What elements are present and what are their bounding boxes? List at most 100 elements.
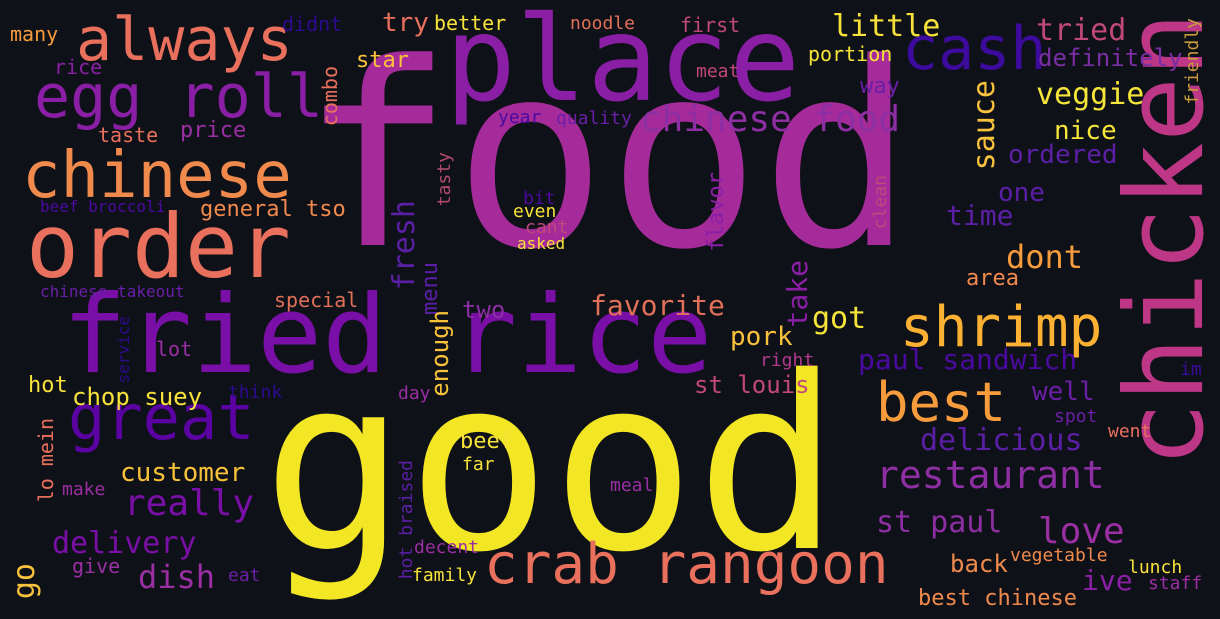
word-delicious: delicious [920,423,1083,458]
word-food: food [300,9,915,306]
word-two: two [462,296,506,324]
word-shrimp: shrimp [900,295,1103,360]
word-good: good [262,325,840,605]
word-tasty: tasty [434,152,455,207]
word-time: time [946,199,1014,232]
word-beef: beef [460,429,513,454]
word-lo-mein: lo mein [34,418,58,503]
word-paul-sandwich: paul sandwich [858,343,1078,376]
word-vegetable: vegetable [1010,545,1108,566]
word-didnt: didnt [282,12,343,36]
word-st-paul: st paul [876,505,1003,540]
word-first: first [680,13,741,37]
word-area: area [966,266,1019,291]
word-customer: customer [120,458,246,488]
word-one: one [998,178,1045,208]
word-veggie: veggie [1036,77,1145,112]
word-best-chinese: best chinese [918,586,1077,611]
word-lunch: lunch [1128,557,1183,578]
word-price: price [180,118,247,143]
word-dish: dish [138,558,216,596]
word-taste: taste [98,123,159,147]
word-go: go [7,563,42,600]
word-year: year [498,107,542,128]
word-ordered: ordered [1008,140,1118,170]
word-im: im [1180,359,1202,380]
word-love: love [1038,511,1125,552]
word-staff: staff [1148,573,1203,594]
word-order: order [26,195,291,298]
word-special: special [274,288,359,312]
word-make: make [62,479,106,500]
word-quality: quality [556,108,632,129]
word-general-tso: general tso [200,197,346,222]
word-egg-roll: egg roll [34,62,323,132]
word-noodle: noodle [570,13,636,34]
word-delivery: delivery [52,526,197,561]
word-really: really [124,483,255,524]
word-take: take [781,260,814,328]
word-beef-broccoli: beef broccoli [40,197,166,216]
word-meal: meal [610,475,654,496]
word-well: well [1032,377,1095,407]
word-enough: enough [426,310,454,397]
word-portion: portion [808,42,893,66]
word-even: even [513,201,557,222]
word-give: give [72,554,121,578]
word-favorite: favorite [590,289,725,322]
word-ive: ive [1082,564,1133,597]
word-better: better [434,11,507,35]
word-meat: meat [696,61,740,82]
word-back: back [950,550,1008,578]
word-try: try [382,8,429,38]
word-got: got [812,301,867,336]
word-friendly: friendly [1182,18,1203,105]
word-tried: tried [1036,13,1127,48]
word-dont: dont [1006,238,1084,276]
word-always: always [76,5,293,75]
word-hot-braised: hot braised [396,460,417,580]
word-cash: cash [902,14,1047,84]
word-clean: clean [870,175,891,230]
word-crab-rangoon: crab rangoon [484,532,889,597]
word-flavor: flavor [704,172,729,252]
word-chinese: chinese [22,139,292,213]
word-combo: combo [318,66,342,127]
word-bit: bit [523,188,556,209]
word-chinese-takeout: chinese takeout [40,282,185,301]
word-think: think [228,382,283,403]
word-cant: cant [525,217,569,238]
word-spot: spot [1054,406,1098,427]
word-chop-suey: chop suey [72,383,203,411]
word-right: right [760,350,815,371]
word-nice: nice [1054,116,1117,146]
word-restaurant: restaurant [876,453,1105,497]
word-lot: lot [156,337,193,361]
word-star: star [356,48,409,73]
word-pork: pork [730,322,793,352]
word-little: little [832,9,941,44]
word-day: day [398,383,431,404]
word-definitely: definitely [1038,44,1183,72]
word-eat: eat [228,565,261,586]
word-service: service [114,316,133,384]
word-decent: decent [414,537,480,558]
word-way: way [860,74,900,99]
word-many: many [10,22,59,46]
word-went: went [1108,421,1152,442]
word-place: place [445,0,801,128]
word-hot: hot [28,373,68,398]
word-menu: menu [418,262,443,315]
word-asked: asked [517,234,566,253]
word-family: family [412,565,478,586]
word-rice: rice [54,55,103,79]
word-great: great [68,381,255,454]
word-st-louis: st louis [694,371,810,399]
word-fresh: fresh [387,200,422,291]
word-fried-rice: fried rice [62,273,713,398]
word-sauce: sauce [967,80,1002,171]
word-best: best [876,371,1007,434]
word-far: far [462,454,495,475]
word-chinese-food: chinese food [640,99,901,140]
